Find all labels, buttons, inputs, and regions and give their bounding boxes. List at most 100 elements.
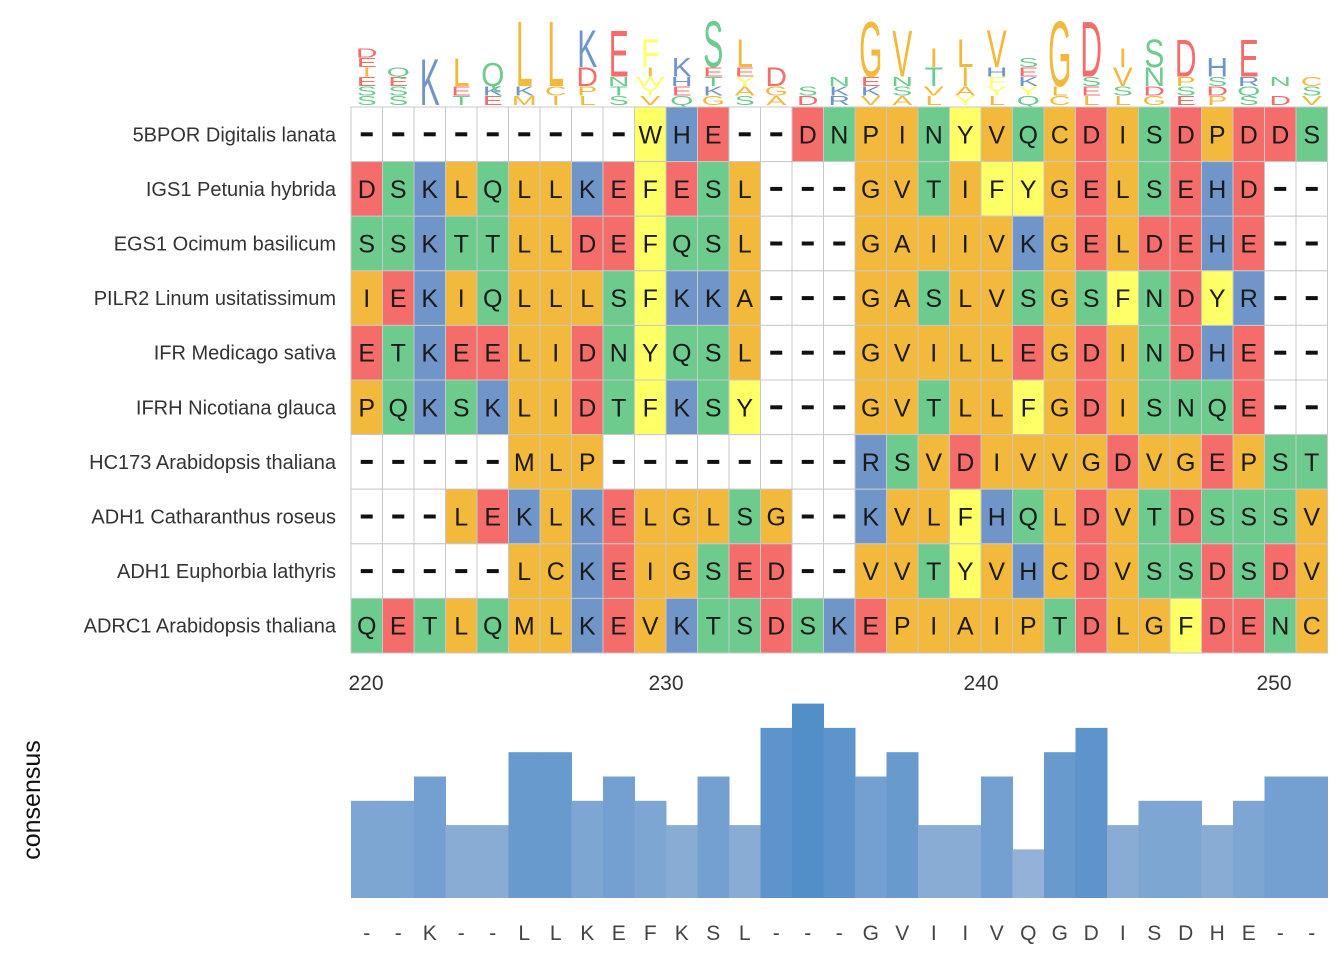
logo-letter: S <box>1018 55 1038 70</box>
logo-letter: Y <box>987 84 1007 99</box>
alignment-cell <box>1106 379 1139 436</box>
residue-letter: N <box>1177 394 1195 422</box>
consensus-letter: V <box>990 922 1004 945</box>
alignment-cell <box>634 161 667 217</box>
alignment-cell <box>917 434 950 490</box>
alignment-cell <box>697 543 730 599</box>
residue-letter: K <box>673 613 690 641</box>
alignment-cell <box>886 379 919 436</box>
logo-letter: S <box>388 93 408 108</box>
residue-letter: S <box>358 231 375 259</box>
residue-letter: L <box>580 285 594 313</box>
alignment-cell <box>1075 379 1108 436</box>
alignment-cell <box>1075 543 1108 599</box>
logo-letter: S <box>1113 84 1133 99</box>
alignment-cell <box>1138 488 1171 545</box>
alignment-cell <box>1295 543 1328 599</box>
alignment-cell <box>791 597 824 654</box>
alignment-cell <box>1201 324 1234 381</box>
gap-mark <box>801 241 814 246</box>
alignment-cell <box>728 379 761 436</box>
logo-letter: D <box>1175 30 1197 89</box>
logo-letter: S <box>1144 32 1164 76</box>
logo-letter: Q <box>1017 93 1040 108</box>
logo-letter: L <box>736 32 753 76</box>
logo-letter: D <box>576 62 598 92</box>
logo-letter: D <box>356 46 378 61</box>
residue-letter: C <box>1051 121 1069 149</box>
consensus-bar <box>540 752 572 898</box>
alignment-cell <box>1075 488 1108 545</box>
gap-mark <box>612 132 625 137</box>
logo-letter: N <box>608 74 630 89</box>
logo-letter: F <box>988 74 1006 89</box>
alignment-cell <box>413 379 446 436</box>
logo-letter: A <box>955 84 976 99</box>
residue-letter: I <box>647 558 654 586</box>
consensus-bar <box>414 776 446 898</box>
logo-letter: S <box>357 84 377 99</box>
alignment-cell <box>697 215 730 272</box>
logo-letter: V <box>1302 93 1323 108</box>
alignment-cell <box>602 597 635 654</box>
logo-letter: H <box>1206 52 1228 82</box>
alignment-cell <box>917 106 950 163</box>
logo-letter: N <box>1269 74 1291 89</box>
residue-letter: L <box>738 340 752 368</box>
logo-letter: I <box>646 65 654 80</box>
residue-letter: G <box>767 504 786 532</box>
logo-letter: L <box>957 32 974 76</box>
residue-letter: T <box>926 558 941 586</box>
alignment-cell <box>1201 215 1234 272</box>
alignment-cell <box>634 270 667 326</box>
residue-letter: L <box>549 449 563 477</box>
logo-letter: E <box>861 74 881 89</box>
consensus-letter: D <box>1084 922 1099 945</box>
residue-letter: G <box>1145 613 1164 641</box>
residue-letter: H <box>1208 231 1226 259</box>
alignment-cell <box>508 161 541 217</box>
alignment-cell <box>445 379 478 436</box>
residue-letter: D <box>578 231 596 259</box>
consensus-bar <box>508 752 541 898</box>
consensus-bar <box>981 776 1013 898</box>
gap-mark <box>486 132 499 137</box>
alignment-cell <box>1043 543 1076 599</box>
alignment-cell <box>886 488 919 545</box>
alignment-cell <box>634 543 667 599</box>
residue-letter: E <box>1083 176 1100 204</box>
logo-letter: T <box>610 84 628 99</box>
residue-letter: S <box>610 285 627 313</box>
residue-letter: E <box>1020 340 1037 368</box>
logo-letter: G <box>1048 3 1071 107</box>
alignment-cell <box>1232 434 1265 490</box>
consensus-letter: L <box>550 922 562 945</box>
alignment-cell <box>382 270 415 326</box>
alignment-cell <box>508 543 541 599</box>
logo-letter: K <box>1018 74 1039 89</box>
logo-letter: L <box>988 93 1005 108</box>
logo-letter: N <box>1143 62 1165 92</box>
alignment-cell <box>571 270 604 326</box>
logo-letter: V <box>640 93 661 108</box>
residue-letter: I <box>962 176 969 204</box>
alignment-cell <box>854 215 887 272</box>
alignment-cell <box>382 324 415 381</box>
consensus-letter: F <box>644 922 657 945</box>
gap-mark <box>360 132 373 137</box>
residue-letter: D <box>1114 449 1132 477</box>
logo-letter: I <box>930 43 938 73</box>
alignment-cell <box>949 324 982 381</box>
residue-letter: S <box>1146 176 1163 204</box>
consensus-bar <box>1075 727 1108 898</box>
sequence-labels: 5BPOR Digitalis lanata IGS1 Petunia hybri… <box>84 124 337 637</box>
alignment-cell <box>1043 270 1076 326</box>
residue-letter: N <box>1145 340 1163 368</box>
gap-mark <box>801 405 814 410</box>
residue-letter: I <box>1119 394 1126 422</box>
residue-letter: S <box>1020 285 1037 313</box>
residue-letter: N <box>610 340 628 368</box>
residue-letter: E <box>1177 176 1194 204</box>
residue-letter: I <box>552 394 559 422</box>
consensus-letter: G <box>863 922 879 945</box>
